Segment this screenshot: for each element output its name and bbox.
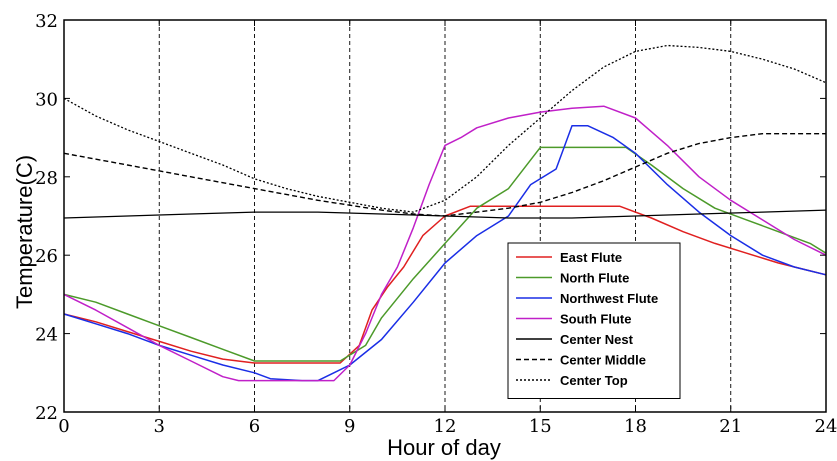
legend-label: South Flute (560, 312, 632, 327)
series-line-center-middle (63, 132, 826, 217)
y-tick-label: 32 (35, 11, 58, 32)
x-tick-label: 9 (344, 416, 355, 437)
x-tick-label: 15 (529, 416, 552, 437)
axis-ticks: 0 3 6 9 12 15 18 21 24 22 24 26 28 30 32 (35, 11, 837, 437)
legend-label: Northwest Flute (560, 291, 658, 306)
series-line-northwest-flute (63, 125, 827, 382)
legend: East Flute North Flute Northwest Flute Sout… (507, 242, 681, 399)
legend-label: East Flute (560, 250, 622, 265)
x-tick-label: 21 (719, 416, 742, 437)
legend-label: Center Top (560, 373, 628, 388)
y-tick-label: 26 (35, 246, 58, 267)
x-tick-label: 12 (434, 416, 457, 437)
x-tick-label: 6 (249, 416, 260, 437)
legend-box (507, 242, 681, 399)
series-line-south-flute (63, 105, 827, 382)
y-tick-label: 22 (35, 403, 58, 424)
y-axis-label: Temperature(C) (12, 155, 37, 309)
series-lines (63, 44, 827, 382)
x-axis-label: Hour of day (387, 435, 501, 460)
y-tick-label: 28 (35, 168, 58, 189)
x-tick-label: 0 (58, 416, 69, 437)
legend-label: Center Nest (560, 332, 634, 347)
series-line-north-flute (63, 146, 827, 362)
legend-label: North Flute (560, 271, 629, 286)
y-tick-label: 30 (35, 89, 58, 110)
x-tick-label: 3 (154, 416, 165, 437)
x-tick-label: 24 (815, 416, 837, 437)
x-tick-label: 18 (624, 416, 647, 437)
y-tick-label: 24 (35, 325, 58, 346)
legend-label: Center Middle (560, 353, 646, 368)
series-line-east-flute (63, 205, 827, 364)
